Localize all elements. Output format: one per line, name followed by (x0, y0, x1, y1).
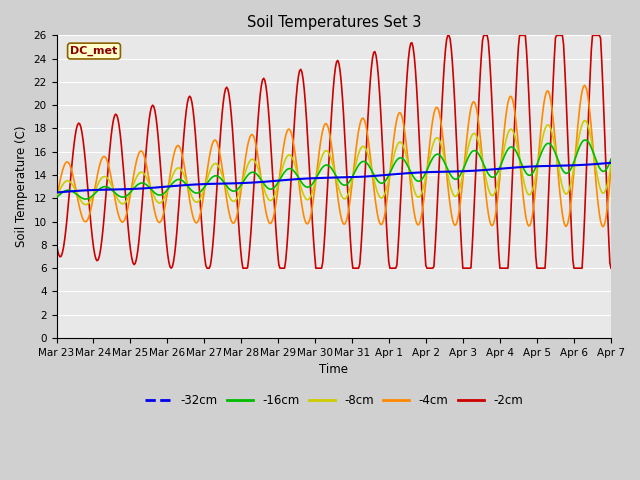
Text: DC_met: DC_met (70, 46, 118, 56)
Y-axis label: Soil Temperature (C): Soil Temperature (C) (15, 126, 28, 247)
Title: Soil Temperatures Set 3: Soil Temperatures Set 3 (246, 15, 421, 30)
Legend: -32cm, -16cm, -8cm, -4cm, -2cm: -32cm, -16cm, -8cm, -4cm, -2cm (140, 389, 527, 412)
X-axis label: Time: Time (319, 363, 348, 376)
